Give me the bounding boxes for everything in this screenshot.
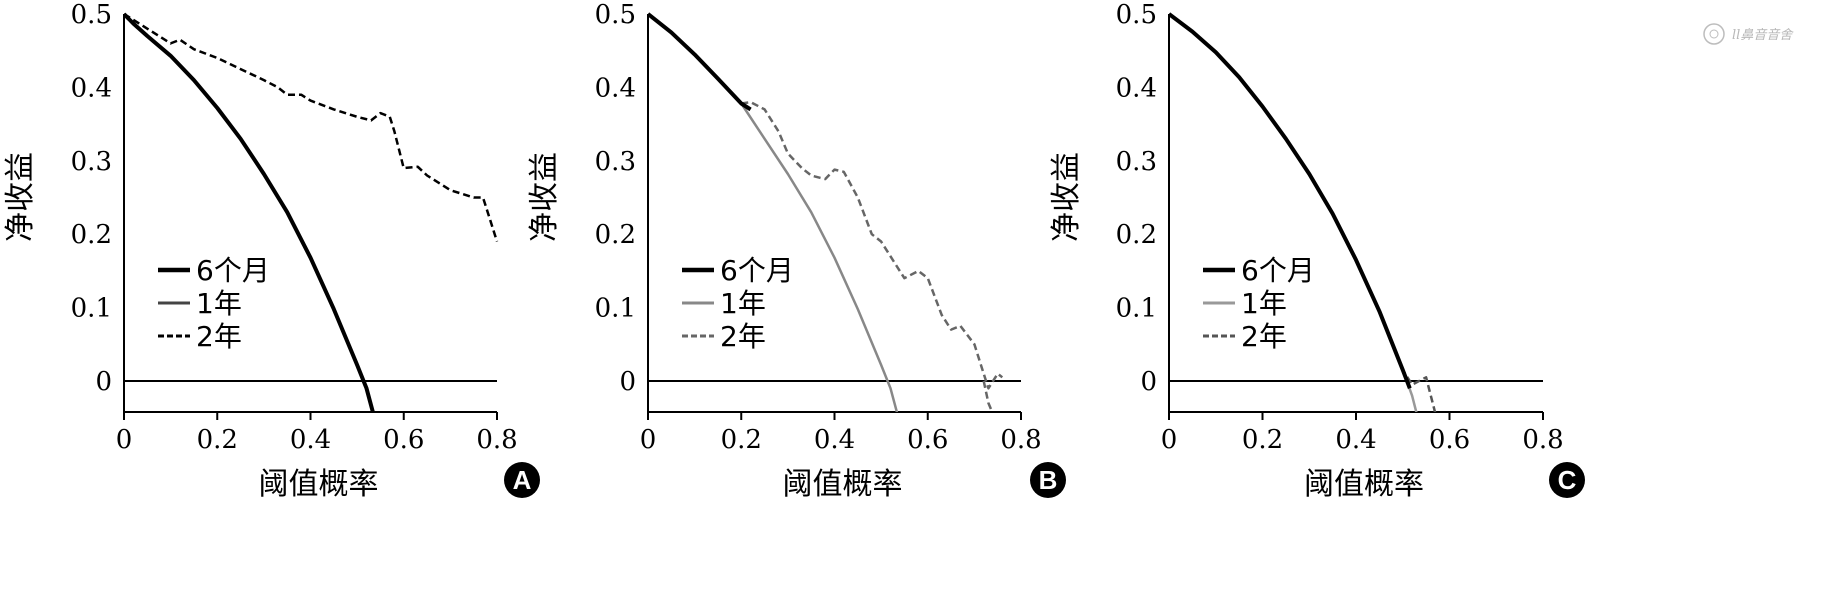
x-tick-label: 0.8: [476, 425, 517, 455]
y-tick-label: 0.1: [1116, 294, 1157, 324]
y-tick-label: 0.4: [1116, 73, 1157, 103]
y-tick-label: 0: [619, 367, 636, 397]
y-axis-title: 净收益: [3, 152, 38, 242]
y-tick-label: 0.2: [595, 220, 636, 250]
series-group: [648, 12, 1004, 412]
x-tick-label: 0.4: [1335, 425, 1376, 455]
seal-icon-inner: [1709, 29, 1719, 39]
y-tick-label: 0.5: [1116, 0, 1157, 30]
series-group: [124, 12, 499, 412]
seal-icon: [1703, 23, 1725, 45]
panel-letter: C: [1558, 465, 1577, 495]
watermark-text: ll鼻音音舍: [1732, 27, 1794, 43]
y-tick-label: 0: [95, 367, 112, 397]
y-tick-label: 0.3: [1116, 147, 1157, 177]
legend-label: 1年: [196, 287, 242, 320]
legend-label: 6个月: [720, 254, 794, 287]
x-tick-label: 0.6: [907, 425, 948, 455]
series-line-continuation: [982, 380, 994, 412]
series-line-6个月: [124, 12, 375, 412]
y-axis-title: 净收益: [527, 152, 562, 242]
x-tick-label: 0: [1161, 425, 1178, 455]
x-tick-label: 0.8: [1000, 425, 1041, 455]
panel-letter-badge: [504, 462, 540, 498]
x-tick-label: 0.2: [1242, 425, 1283, 455]
panel-letter-badge: [1030, 462, 1066, 498]
panel-letter: A: [513, 465, 532, 495]
x-tick-label: 0.4: [290, 425, 331, 455]
legend-label: 1年: [1241, 287, 1287, 320]
series-line-2年: [741, 100, 1004, 390]
y-tick-label: 0.3: [71, 147, 112, 177]
legend-label: 6个月: [1241, 254, 1315, 287]
y-tick-label: 0.3: [595, 147, 636, 177]
x-tick-label: 0: [116, 425, 133, 455]
x-axis-title: 阈值概率: [259, 467, 379, 502]
legend-label: 2年: [1241, 320, 1287, 353]
legend-label: 1年: [720, 287, 766, 320]
x-tick-label: 0.6: [383, 425, 424, 455]
y-tick-label: 0.1: [71, 294, 112, 324]
y-tick-label: 0.5: [71, 0, 112, 30]
legend-label: 6个月: [196, 254, 270, 287]
x-tick-label: 0.4: [814, 425, 855, 455]
series-line-6个月: [1169, 12, 1412, 390]
x-tick-label: 0.2: [197, 425, 238, 455]
x-axis-title: 阈值概率: [1304, 467, 1424, 502]
y-tick-label: 0.2: [1116, 220, 1157, 250]
y-tick-label: 0.1: [595, 294, 636, 324]
series-line-1年: [124, 13, 375, 412]
x-tick-label: 0.6: [1429, 425, 1470, 455]
panel-letter-badge: [1549, 462, 1585, 498]
legend-label: 2年: [196, 320, 242, 353]
series-line-1年: [1169, 13, 1418, 412]
y-tick-label: 0.4: [71, 73, 112, 103]
x-tick-label: 0.2: [721, 425, 762, 455]
series-group: [1169, 12, 1437, 412]
y-tick-label: 0.4: [595, 73, 636, 103]
y-axis-title: 净收益: [1049, 152, 1084, 242]
x-tick-label: 0: [640, 425, 657, 455]
x-axis-title: 阈值概率: [783, 467, 903, 502]
series-line-2年: [124, 12, 499, 242]
y-tick-label: 0: [1140, 367, 1157, 397]
y-tick-label: 0.5: [595, 0, 636, 30]
x-tick-label: 0.8: [1522, 425, 1563, 455]
y-tick-label: 0.2: [71, 220, 112, 250]
series-line-1年: [648, 13, 899, 412]
legend-label: 2年: [720, 320, 766, 353]
panel-letter: B: [1039, 465, 1058, 495]
series-line-6个月: [648, 12, 752, 112]
watermark: ll鼻音音舍: [1703, 23, 1794, 45]
